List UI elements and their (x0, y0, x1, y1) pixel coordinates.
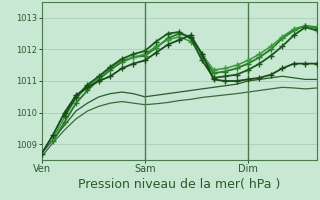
X-axis label: Pression niveau de la mer( hPa ): Pression niveau de la mer( hPa ) (78, 178, 280, 191)
